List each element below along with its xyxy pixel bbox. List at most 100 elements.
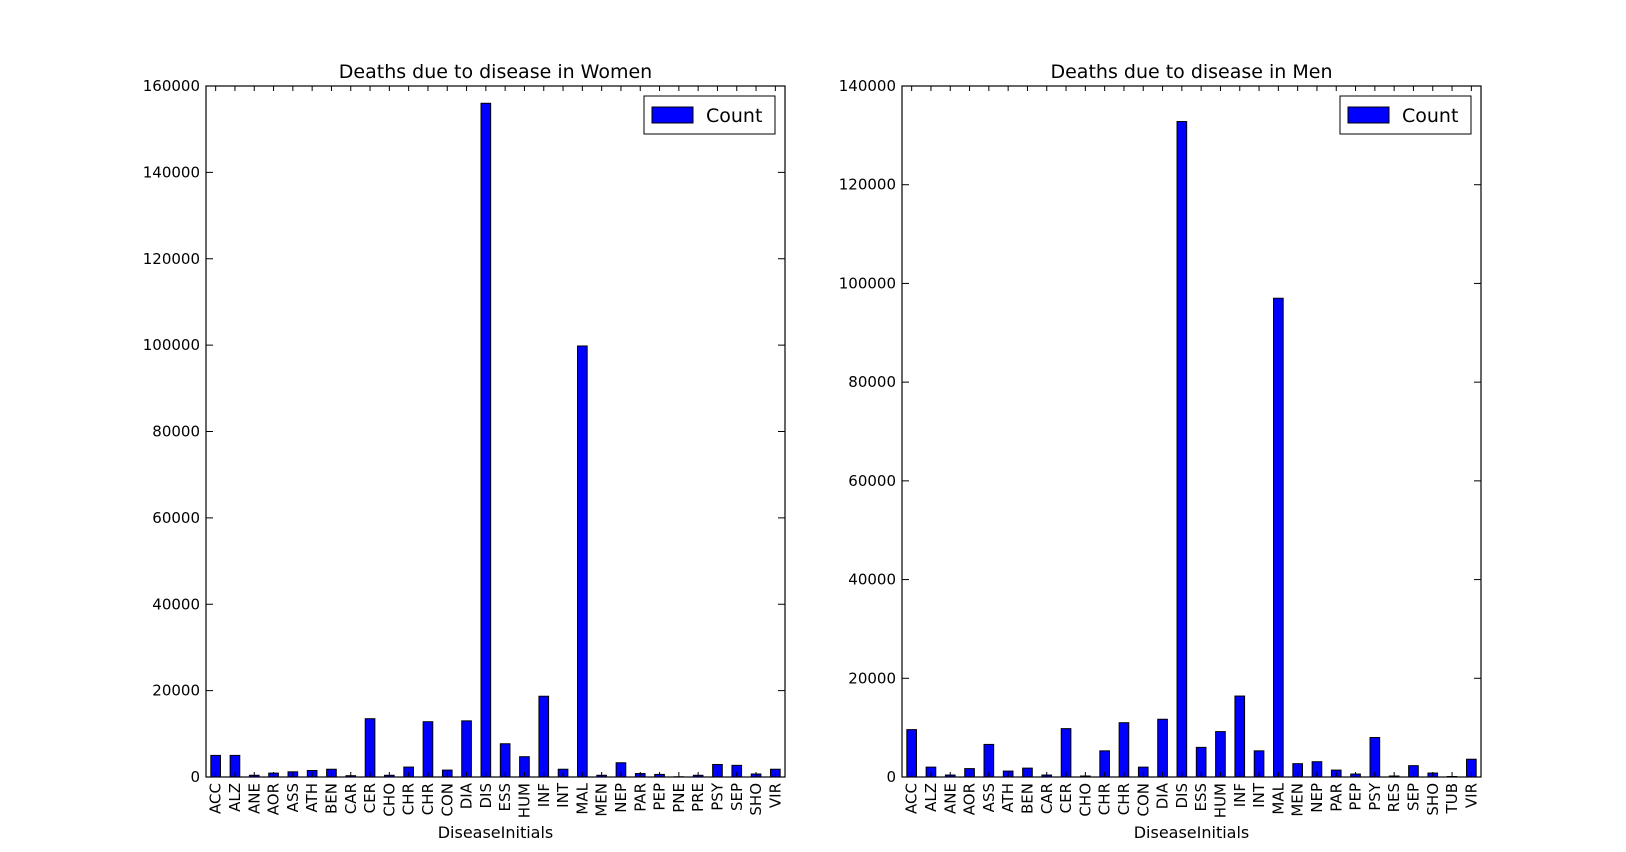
legend: Count: [1339, 95, 1472, 135]
y-tick-label: 100000: [839, 274, 896, 292]
y-tick-label: 120000: [143, 250, 200, 268]
x-tick-label-acc: ACC: [207, 783, 225, 814]
y-tick-label: 0: [886, 768, 896, 786]
x-tick-label-psy: PSY: [1366, 782, 1384, 811]
bar-mal-19: [1273, 297, 1284, 778]
bar-psy-24: [1369, 737, 1381, 778]
bar-inf-17: [1234, 695, 1246, 778]
bar-cer-8: [1060, 728, 1072, 778]
x-axis-label: DiseaseInitials: [438, 823, 554, 842]
y-tick-label: 80000: [848, 373, 896, 391]
x-tick-label-aor: AOR: [961, 783, 979, 815]
x-tick-label-dis: DIS: [477, 783, 495, 809]
x-tick-label-con: CON: [438, 783, 456, 817]
x-tick-label-chr: CHR: [419, 783, 437, 815]
x-tick-label-dia: DIA: [458, 782, 476, 809]
x-tick-label-chr: CHR: [1096, 783, 1114, 815]
x-tick-label-acc: ACC: [903, 783, 921, 814]
y-tick-label: 120000: [839, 176, 896, 194]
x-tick-label-vir: VIR: [1462, 783, 1480, 808]
x-tick-label-aor: AOR: [265, 783, 283, 815]
x-tick-label-par: PAR: [631, 783, 649, 812]
y-tick-label: 60000: [848, 472, 896, 490]
x-tick-label-chr: CHR: [400, 783, 418, 815]
x-tick-label-ath: ATH: [999, 783, 1017, 813]
x-tick-label-hum: HUM: [1211, 783, 1229, 818]
x-tick-label-pep: PEP: [651, 783, 669, 811]
y-tick-label: 100000: [143, 336, 200, 354]
bar-dis-14: [1176, 121, 1188, 778]
bar-mal-19: [577, 345, 588, 778]
x-tick-label-ane: ANE: [941, 783, 959, 814]
x-tick-label-sho: SHO: [747, 783, 765, 816]
y-tick-label: 20000: [152, 682, 200, 700]
x-tick-label-ben: BEN: [322, 783, 340, 814]
bar-inf-17: [538, 695, 550, 778]
x-tick-label-nep: NEP: [1308, 783, 1326, 813]
bar-dia-13: [461, 720, 472, 778]
bar-acc-0: [906, 729, 917, 778]
x-tick-label-men: MEN: [593, 783, 611, 817]
bar-cer-8: [364, 718, 376, 778]
legend: Count: [643, 95, 776, 135]
x-tick-label-sep: SEP: [728, 783, 746, 811]
y-tick-label: 40000: [152, 595, 200, 613]
x-tick-label-ass: ASS: [980, 783, 998, 812]
x-tick-label-dis: DIS: [1173, 783, 1191, 809]
x-tick-label-par: PAR: [1327, 783, 1345, 812]
x-tick-label-car: CAR: [1038, 783, 1056, 814]
x-tick-label-pre: PRE: [689, 783, 707, 812]
y-tick-label: 140000: [839, 77, 896, 95]
chart-panel-2: 0 20000 40000 60000 80000 100000 120000 140000 A…: [839, 61, 1482, 842]
legend-swatch: [651, 106, 694, 124]
bar-dis-14: [480, 102, 492, 778]
bar-hum-16: [1215, 731, 1226, 778]
x-tick-label-sho: SHO: [1424, 783, 1442, 816]
x-tick-label-cer: CER: [1057, 783, 1075, 813]
legend-label: Count: [1402, 105, 1458, 127]
x-tick-label-res: RES: [1385, 783, 1403, 812]
x-tick-label-cho: CHO: [380, 783, 398, 817]
x-tick-label-alz: ALZ: [226, 783, 244, 812]
x-tick-label-pne: PNE: [670, 783, 688, 813]
plot-frame: [901, 85, 1482, 778]
x-tick-label-ess: ESS: [496, 783, 514, 812]
y-tick-label: 40000: [848, 571, 896, 589]
x-tick-label-inf: INF: [535, 783, 553, 807]
x-tick-label-car: CAR: [342, 783, 360, 814]
plot-frame: [205, 85, 786, 778]
y-tick-label: 60000: [152, 509, 200, 527]
x-tick-label-ane: ANE: [245, 783, 263, 814]
x-tick-label-ben: BEN: [1018, 783, 1036, 814]
x-tick-label-nep: NEP: [612, 783, 630, 813]
x-tick-label-int: INT: [554, 782, 572, 808]
x-tick-label-psy: PSY: [708, 782, 726, 811]
x-tick-label-hum: HUM: [515, 783, 533, 818]
x-tick-label-int: INT: [1250, 782, 1268, 808]
x-tick-label-pep: PEP: [1347, 783, 1365, 811]
x-tick-label-ess: ESS: [1192, 783, 1210, 812]
bar-dia-13: [1157, 718, 1168, 778]
legend-swatch: [1347, 106, 1390, 124]
x-tick-label-ass: ASS: [284, 783, 302, 812]
x-tick-label-cer: CER: [361, 783, 379, 813]
x-tick-label-alz: ALZ: [922, 783, 940, 812]
x-tick-label-cho: CHO: [1076, 783, 1094, 817]
bar-chr-11: [1118, 722, 1130, 778]
bar-chr-11: [422, 721, 434, 778]
x-tick-label-tub: TUB: [1443, 783, 1461, 814]
x-axis-label: DiseaseInitials: [1134, 823, 1250, 842]
chart-title: Deaths due to disease in Women: [339, 61, 652, 83]
y-tick-label: 160000: [143, 77, 200, 95]
chart-title: Deaths due to disease in Men: [1050, 61, 1332, 83]
x-tick-label-ath: ATH: [303, 783, 321, 813]
y-tick-label: 80000: [152, 423, 200, 441]
chart-panel-1: 0 20000 40000 60000 80000 100000 120000 140000 1…: [143, 61, 786, 842]
x-tick-label-vir: VIR: [766, 783, 784, 808]
y-tick-label: 140000: [143, 163, 200, 181]
x-tick-label-chr: CHR: [1115, 783, 1133, 815]
y-tick-label: 0: [190, 768, 200, 786]
x-tick-label-mal: MAL: [1269, 782, 1287, 814]
y-tick-label: 20000: [848, 669, 896, 687]
